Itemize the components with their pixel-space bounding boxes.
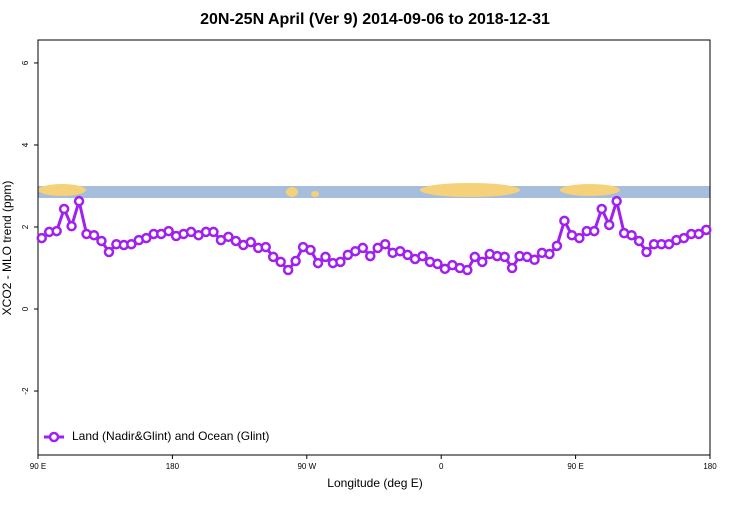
y-axis-label: XCO2 - MLO trend (ppm)	[0, 181, 14, 316]
point	[230, 235, 242, 247]
point	[551, 240, 563, 252]
point	[379, 238, 391, 250]
x-tick-label: 90 E	[567, 462, 583, 471]
point	[163, 225, 174, 237]
point	[402, 249, 413, 261]
point	[36, 232, 47, 244]
point	[312, 257, 324, 269]
point	[529, 254, 540, 266]
point	[574, 232, 585, 244]
chart-title: 20N-25N April (Ver 9) 2014-09-06 to 2018…	[200, 11, 550, 28]
point	[267, 251, 279, 263]
point	[103, 246, 115, 258]
y-tick-label: 0	[21, 306, 30, 311]
point	[626, 229, 637, 241]
y-tick-label: 4	[21, 142, 30, 147]
point	[462, 264, 473, 276]
point	[73, 195, 85, 207]
point	[506, 262, 518, 274]
point	[275, 256, 286, 268]
point	[469, 251, 481, 263]
point	[596, 203, 607, 215]
point	[357, 242, 369, 254]
point	[633, 235, 645, 247]
legend-label: Land (Nadir&Glint) and Ocean (Glint)	[72, 429, 269, 443]
point	[611, 195, 622, 207]
point	[365, 250, 376, 262]
x-tick-label: 180	[166, 462, 180, 471]
point	[678, 232, 690, 244]
point	[417, 250, 428, 262]
map-strip	[38, 183, 710, 198]
point	[663, 238, 675, 250]
legend-marker	[48, 431, 60, 443]
point	[477, 256, 488, 268]
point	[126, 238, 137, 250]
x-tick-label: 180	[703, 462, 717, 471]
point	[559, 215, 570, 227]
point	[290, 255, 301, 267]
x-tick-label: 0	[439, 462, 444, 471]
point	[260, 241, 271, 253]
point	[499, 251, 510, 263]
point	[305, 244, 316, 256]
point	[88, 229, 100, 241]
plot-frame	[37, 39, 711, 456]
point	[282, 264, 294, 276]
y-tick-label: 2	[21, 224, 30, 229]
point	[245, 236, 257, 248]
point	[432, 258, 443, 270]
point	[51, 225, 62, 237]
point	[141, 232, 152, 244]
point	[96, 235, 107, 247]
point	[589, 225, 600, 237]
x-tick-label: 90 E	[30, 462, 46, 471]
point	[693, 228, 705, 240]
point	[603, 219, 615, 231]
point	[641, 246, 652, 258]
point	[544, 248, 555, 260]
point	[320, 251, 331, 263]
point	[58, 203, 70, 215]
point	[208, 226, 219, 238]
x-axis-label: Longitude (deg E)	[327, 476, 422, 490]
y-tick-label: 6	[21, 60, 30, 65]
point	[223, 231, 234, 243]
point	[335, 256, 346, 268]
x-tick-label: 90 W	[297, 462, 316, 471]
point	[701, 224, 712, 236]
y-tick-label: -2	[21, 387, 30, 395]
point	[66, 220, 77, 232]
